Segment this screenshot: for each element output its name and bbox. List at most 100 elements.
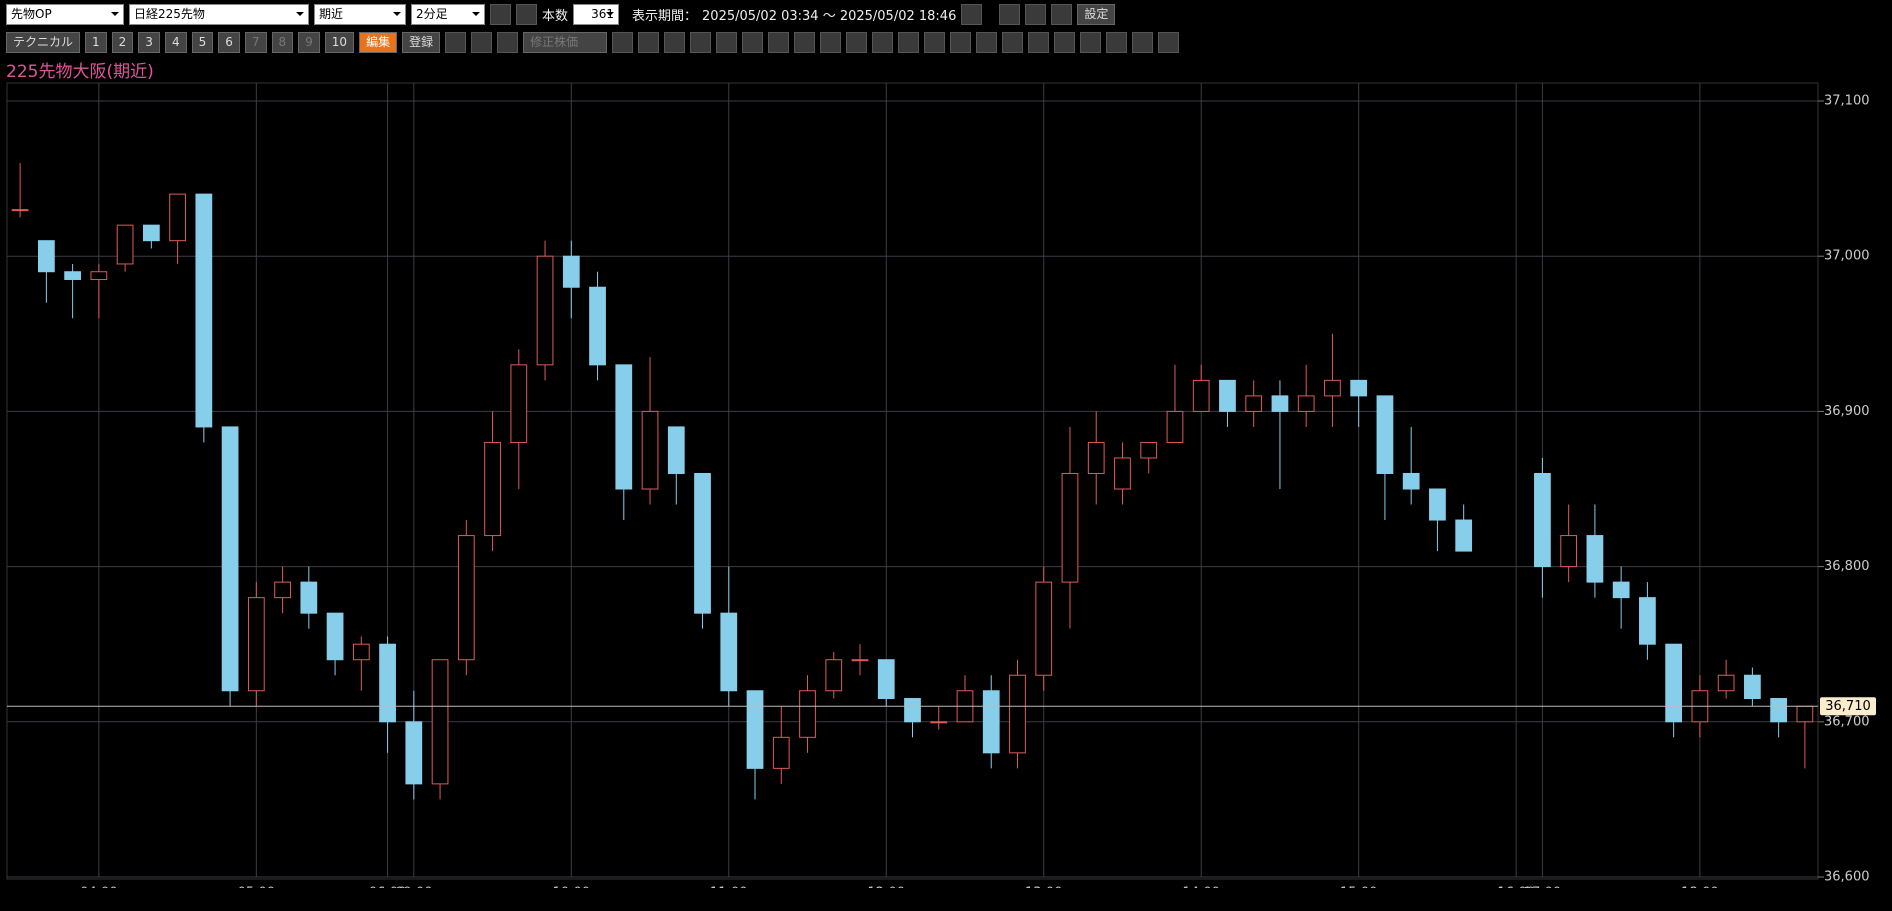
icon-button[interactable] bbox=[471, 31, 493, 53]
last-price-box bbox=[1820, 697, 1876, 716]
candle-body bbox=[1560, 535, 1578, 568]
candle-body bbox=[1665, 643, 1683, 723]
number-button[interactable]: 5 bbox=[191, 31, 214, 53]
x-tick-label: 04:00 bbox=[80, 886, 117, 889]
candle-body bbox=[1297, 395, 1315, 412]
candle-body bbox=[11, 209, 29, 212]
icon-button[interactable] bbox=[961, 3, 983, 25]
number-button[interactable]: 9 bbox=[298, 31, 320, 53]
y-tick-label: 36,700 bbox=[1824, 714, 1870, 729]
candle-body bbox=[1796, 705, 1814, 723]
tool-icon[interactable] bbox=[820, 31, 842, 53]
tool-icon[interactable] bbox=[1158, 31, 1180, 53]
adjusted-select[interactable]: 修正株価 bbox=[523, 31, 608, 53]
candle-body bbox=[1219, 379, 1236, 412]
tool-icon[interactable] bbox=[1106, 31, 1128, 53]
candle-body bbox=[195, 193, 213, 428]
number-button[interactable]: 4 bbox=[164, 31, 187, 53]
icon-button[interactable] bbox=[445, 31, 467, 53]
candle-body bbox=[405, 721, 423, 785]
icon-button[interactable] bbox=[1025, 3, 1047, 25]
tool-icon[interactable] bbox=[976, 31, 998, 53]
y-tick-label: 36,800 bbox=[1824, 559, 1870, 574]
tool-icon[interactable] bbox=[638, 31, 660, 53]
tool-icon[interactable] bbox=[1054, 31, 1076, 53]
number-button[interactable]: 6 bbox=[218, 31, 240, 53]
last-price-label: 36,710 bbox=[1825, 699, 1871, 714]
tool-icon[interactable] bbox=[950, 31, 972, 53]
tool-icon[interactable] bbox=[1028, 31, 1050, 53]
tool-icon[interactable] bbox=[690, 31, 712, 53]
candle-body bbox=[746, 690, 764, 769]
number-button[interactable]: 8 bbox=[271, 31, 294, 53]
tool-icon[interactable] bbox=[716, 31, 738, 53]
candle-body bbox=[536, 255, 554, 366]
candle-body bbox=[799, 690, 816, 738]
x-tick-label: 16:00 bbox=[1497, 886, 1534, 889]
select[interactable]: 2分足 bbox=[411, 3, 485, 25]
icon-button[interactable] bbox=[1051, 3, 1073, 25]
tool-icon[interactable] bbox=[898, 31, 920, 53]
candle-body bbox=[982, 690, 1000, 754]
select[interactable]: 期近 bbox=[314, 3, 406, 25]
candle-body bbox=[667, 426, 685, 474]
candle-body bbox=[904, 698, 921, 723]
toolbar-top: 先物OP 日経225先物 期近 2分足 本数 361 表示期間： 2025/05… bbox=[0, 2, 1116, 26]
candle-body bbox=[1061, 472, 1079, 583]
edit-button[interactable]: 編集 bbox=[359, 31, 398, 53]
number-button[interactable]: 2 bbox=[111, 31, 134, 53]
x-tick-label: 06:00 bbox=[369, 886, 406, 889]
tool-icon[interactable] bbox=[664, 31, 686, 53]
number-button[interactable]: 10 bbox=[324, 31, 355, 53]
number-button[interactable]: 7 bbox=[244, 31, 267, 53]
number-button[interactable]: 3 bbox=[138, 31, 160, 53]
next-button[interactable] bbox=[516, 3, 537, 25]
x-tick-label: 13:00 bbox=[1025, 886, 1062, 889]
tool-icon[interactable] bbox=[1002, 31, 1024, 53]
number-button[interactable]: 1 bbox=[85, 31, 107, 53]
x-tick-label: 11:00 bbox=[710, 886, 747, 889]
tool-icon[interactable] bbox=[924, 31, 946, 53]
tool-icon[interactable] bbox=[1080, 31, 1102, 53]
candle-body bbox=[1744, 674, 1761, 700]
technical-button[interactable]: テクニカル bbox=[6, 31, 81, 53]
tool-icon[interactable] bbox=[794, 31, 816, 53]
candle-body bbox=[1140, 441, 1158, 459]
candle-body bbox=[326, 612, 344, 661]
tool-icon[interactable] bbox=[612, 31, 634, 53]
prev-button[interactable] bbox=[490, 3, 511, 25]
period: 2025/05/02 03:34 ～ 2025/05/02 18:46 bbox=[702, 8, 957, 24]
candle-body bbox=[247, 597, 265, 692]
tool-icon[interactable] bbox=[1132, 31, 1154, 53]
icon-button[interactable] bbox=[999, 3, 1021, 25]
candle-body bbox=[510, 364, 528, 443]
tool-icon[interactable] bbox=[846, 31, 868, 53]
candle-body bbox=[1612, 581, 1630, 599]
candle-body bbox=[1035, 581, 1053, 676]
tool-icon[interactable] bbox=[872, 31, 894, 53]
settings-button[interactable]: 設定 bbox=[1077, 3, 1116, 25]
count-input[interactable]: 361 bbox=[573, 3, 620, 25]
candle-body bbox=[1455, 519, 1473, 552]
x-tick-label: 10:00 bbox=[553, 886, 590, 889]
candle-body bbox=[589, 286, 606, 366]
candle-body bbox=[1717, 674, 1735, 692]
candle-body bbox=[772, 736, 790, 769]
icon-button[interactable] bbox=[497, 31, 519, 53]
x-tick-label: 14:00 bbox=[1182, 886, 1219, 889]
tool-icon[interactable] bbox=[742, 31, 764, 53]
candle-body bbox=[142, 224, 160, 242]
register-button[interactable]: 登録 bbox=[402, 31, 441, 53]
candle-body bbox=[90, 271, 108, 280]
toolbar-bottom: テクニカル 1 2 3 4 5 6 7 8 9 10 編集 登録 修正株価 bbox=[0, 30, 1180, 54]
candle-body bbox=[615, 364, 633, 490]
candle-body bbox=[1192, 379, 1210, 412]
select[interactable]: 先物OP bbox=[6, 3, 124, 25]
select[interactable]: 日経225先物 bbox=[129, 3, 309, 25]
candle-body bbox=[1429, 488, 1446, 521]
tool-icon[interactable] bbox=[768, 31, 790, 53]
candle-body bbox=[877, 659, 895, 700]
candle-body bbox=[562, 255, 580, 288]
candle-body bbox=[694, 472, 711, 614]
